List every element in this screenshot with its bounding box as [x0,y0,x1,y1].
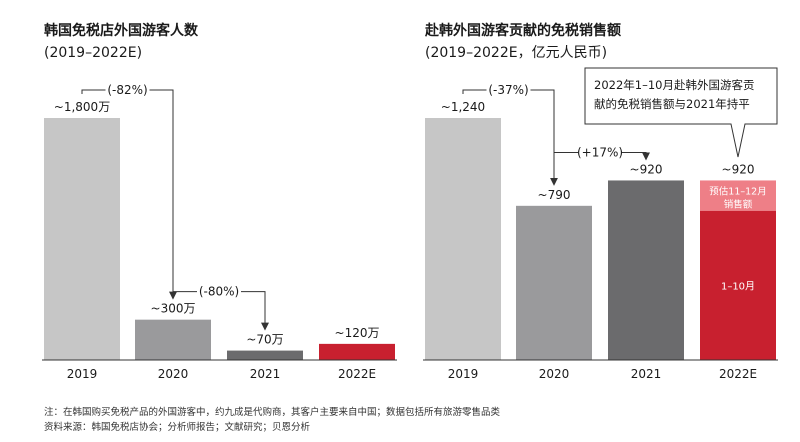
right-tick-label-2019: 2019 [448,367,479,381]
left-tick-label-2022E: 2022E [338,367,376,381]
left-data-label-2019: ~1,800万 [54,100,110,114]
left-tick-label-2019: 2019 [67,367,98,381]
left-chart-title: 韩国免税店外国游客人数 (2019–2022E) [44,20,198,64]
left-change-label-bg-2 [197,282,241,301]
right-change-label-2: (+17%) [577,145,623,159]
left-bar-2019 [44,118,120,360]
callout-text-line-2: 献的免税销售额与2021年持平 [594,97,750,111]
right-change-label-1: (-37%) [488,83,528,97]
footnote: 注：在韩国购买免税产品的外国游客中，约九成是代购商，其客户主要来自中国；数据包括… [44,405,500,435]
right-chart-subtitle: (2019–2022E，亿元人民币) [425,45,608,61]
right-change-label-bg-1 [486,81,531,99]
right-data-label-2019: ~1,240 [441,100,485,114]
left-tick-label-2020: 2020 [158,367,189,381]
right-chart-title-text: 赴韩外国游客贡献的免税销售额 [425,23,621,39]
right-change-label-bg-2 [578,143,622,162]
left-tick-label-2021: 2021 [250,367,281,381]
callout-text-line-1: 2022年1–10月赴韩外国游客贡 [594,78,754,92]
right-segment-label-1: 1–10月 [721,280,755,292]
left-chart-subtitle: (2019–2022E) [44,45,143,61]
left-change-label-2: (-80%) [199,285,239,299]
right-data-label-2020: ~790 [538,188,571,202]
left-bar-2021 [227,350,303,360]
right-data-label-2021: ~920 [630,162,663,176]
right-chart-title: 赴韩外国游客贡献的免税销售额 (2019–2022E，亿元人民币) [425,20,621,64]
left-bar-2022E [319,343,395,360]
right-tick-label-2021: 2021 [631,367,662,381]
footnote-note: 注：在韩国购买免税产品的外国游客中，约九成是代购商，其客户主要来自中国；数据包括… [44,407,501,418]
right-bar-2019 [425,118,501,360]
left-change-label-1: (-82%) [107,83,147,97]
right-bar-2020 [516,205,592,360]
callout-box [584,67,778,158]
left-data-label-2020: ~300万 [151,302,196,316]
right-segment-label-2: 预估11–12月 [709,185,766,197]
footnote-source: 资料来源：韩国免税店协会；分析师报告；文献研究；贝恩分析 [44,422,311,433]
left-chart-title-text: 韩国免税店外国游客人数 [44,23,198,39]
right-data-label-2022E: ~920 [722,162,755,176]
left-data-label-2021: ~70万 [246,333,283,347]
left-change-label-bg-1 [105,81,150,99]
right-segment-label-3: 销售额 [724,198,753,210]
right-bar-2021 [608,180,684,360]
right-tick-label-2020: 2020 [539,367,570,381]
left-data-label-2022E: ~120万 [335,326,380,340]
right-tick-label-2022E: 2022E [719,367,757,381]
right-bar-2022E-segment-2 [700,180,776,211]
left-bar-2020 [135,319,211,360]
right-bar-2022E-segment-1 [700,210,776,360]
